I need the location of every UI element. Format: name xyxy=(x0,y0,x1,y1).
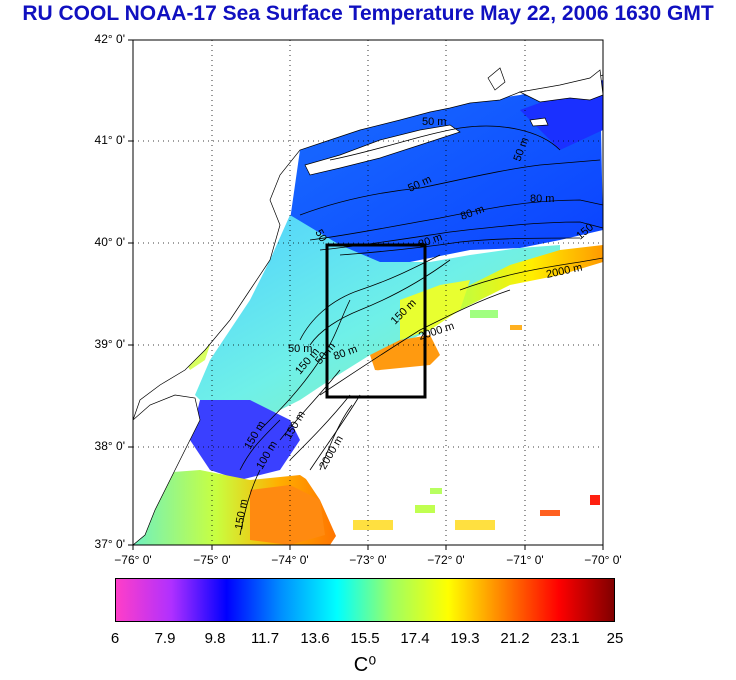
lon-label-76: −76° 0' xyxy=(114,553,152,567)
lon-label-75: −75° 0' xyxy=(193,553,231,567)
warm-slope-water xyxy=(460,245,603,310)
lon-label-73: −73° 0' xyxy=(349,553,387,567)
colorbar-tick-label: 17.4 xyxy=(400,630,430,647)
study-box xyxy=(325,243,427,399)
lat-label-42: 42° 0' xyxy=(94,32,125,46)
lat-label-37: 37° 0' xyxy=(94,537,125,551)
contour-label: 50 xyxy=(312,228,329,245)
long-island xyxy=(304,124,461,176)
contour-label: 80 m xyxy=(530,193,554,205)
warm-eddy xyxy=(370,335,440,372)
colorbar-tick-label: 9.8 xyxy=(204,630,226,647)
contour-label: 150 m xyxy=(233,498,250,530)
ticks xyxy=(128,39,604,550)
map-title: RU COOL NOAA-17 Sea Surface Temperature … xyxy=(22,2,714,25)
bathymetry-contours xyxy=(239,125,604,536)
cloud-cover xyxy=(300,270,603,545)
colorbar-tick-label: 6 xyxy=(110,630,120,647)
delmarva xyxy=(132,394,201,546)
lat-label-40: 40° 0' xyxy=(94,235,125,249)
colorbar-tick-label: 21.2 xyxy=(500,630,530,647)
colorbar-tick-label: 7.9 xyxy=(154,630,176,647)
colorbar xyxy=(115,578,615,622)
graticule xyxy=(133,40,603,545)
lat-label-39: 39° 0' xyxy=(94,337,125,351)
contour-label: 50 m xyxy=(422,116,446,128)
lon-label-70: −70° 0' xyxy=(584,553,622,567)
colorbar-tick-label: 15.5 xyxy=(350,630,380,647)
lon-label-72: −72° 0' xyxy=(427,553,465,567)
colorbar-tick-label: 19.3 xyxy=(450,630,480,647)
coastal-blue-patch xyxy=(190,400,300,480)
colorbar-tick-label: 13.6 xyxy=(300,630,330,647)
mid-shelf-water xyxy=(195,215,560,420)
lon-label-71: −71° 0' xyxy=(506,553,544,567)
colorbar-tick-label: 11.7 xyxy=(250,630,280,647)
colorbar-tick-label: 25 xyxy=(606,630,624,647)
contour-label: 50 m xyxy=(288,343,312,355)
lat-label-38: 38° 0' xyxy=(94,439,125,453)
colorbar-tick-label: 23.1 xyxy=(550,630,580,647)
warm-band xyxy=(400,280,470,340)
colorbar-unit: C⁰ xyxy=(353,654,377,676)
southern-hot xyxy=(250,485,325,545)
lon-label-74: −74° 0' xyxy=(271,553,309,567)
lat-label-41: 41° 0' xyxy=(94,133,125,147)
